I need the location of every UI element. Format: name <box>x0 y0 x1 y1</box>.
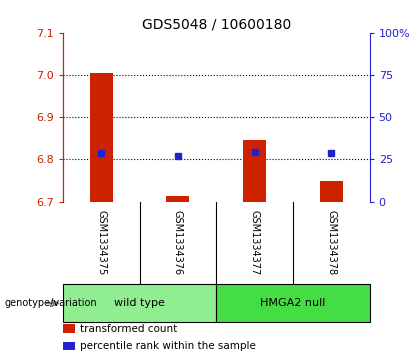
Text: transformed count: transformed count <box>80 324 177 334</box>
Title: GDS5048 / 10600180: GDS5048 / 10600180 <box>142 17 291 32</box>
Bar <box>63 324 75 333</box>
Text: GSM1334377: GSM1334377 <box>249 211 260 276</box>
Text: GSM1334376: GSM1334376 <box>173 211 183 276</box>
Text: genotype/variation: genotype/variation <box>4 298 97 308</box>
Bar <box>63 342 75 350</box>
Bar <box>216 284 370 322</box>
Bar <box>320 182 343 202</box>
Text: wild type: wild type <box>114 298 165 308</box>
Text: GSM1334378: GSM1334378 <box>326 211 336 276</box>
Text: percentile rank within the sample: percentile rank within the sample <box>80 341 256 351</box>
Bar <box>166 196 189 202</box>
Bar <box>243 140 266 202</box>
Text: GSM1334375: GSM1334375 <box>96 211 106 276</box>
Bar <box>63 284 216 322</box>
Text: HMGA2 null: HMGA2 null <box>260 298 326 308</box>
Bar <box>90 73 113 202</box>
